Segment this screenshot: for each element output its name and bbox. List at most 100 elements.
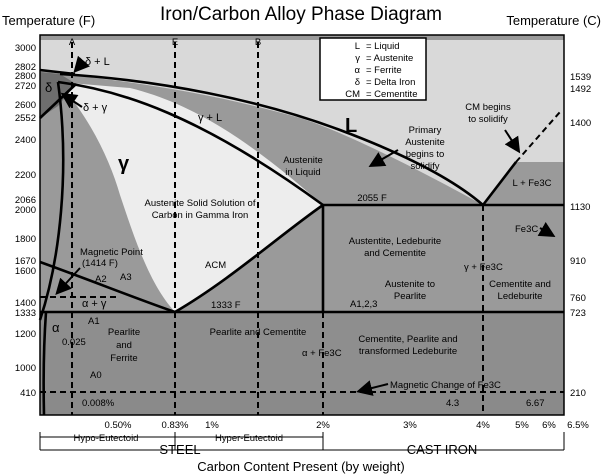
hypo-eutectoid-label: Hypo-Eutectoid (74, 433, 139, 444)
a0-label: A0 (90, 370, 102, 381)
fe3c-label: Fe3C (515, 224, 538, 235)
legend-text: = Ferrite (366, 65, 402, 76)
legend-text: = Austenite (366, 53, 413, 64)
x-tick: 3% (403, 420, 417, 431)
marker-b: B (255, 37, 261, 48)
below-magnetic-region (40, 392, 564, 415)
left-tick: 2066 (15, 195, 36, 206)
legend-symbol: L (355, 41, 360, 52)
left-tick: 2000 (15, 205, 36, 216)
legend: L = Liquid γ = Austenite α = Ferrite δ =… (319, 37, 427, 101)
austenite-solid-solution-line2: Carbon in Gamma Iron (152, 210, 249, 221)
left-ticks: 3000 2802 2800 2720 2600 2552 2400 2200 … (15, 43, 36, 399)
x-ticks: 0.50% 0.83% 1% 2% 3% 4% 5% 6% 6.5% (105, 420, 590, 431)
pearlite-ferrite-line3: Ferrite (110, 353, 137, 364)
legend-text: = Cementite (366, 89, 418, 100)
right-tick: 1492 (570, 84, 591, 95)
left-axis-title: Temperature (F) (2, 13, 95, 28)
region-liquid: L (345, 115, 357, 137)
acm-label: ACM (205, 260, 226, 271)
a2-label: A2 (95, 274, 107, 285)
left-tick: 3000 (15, 43, 36, 54)
liquid-region (40, 40, 564, 205)
austentite-ledeburite-line1: Austentite, Ledeburite (349, 236, 441, 247)
carbon-0025-label: 0.025 (62, 337, 86, 348)
marker-a: A (69, 37, 76, 48)
marker-e: E (172, 37, 178, 48)
austenite-to-pearlite-line1: Austenite to (385, 279, 435, 290)
left-tick: 1200 (15, 329, 36, 340)
left-tick: 2200 (15, 170, 36, 181)
region-alpha-gamma: α + γ (82, 298, 107, 310)
right-axis-title: Temperature (C) (506, 13, 601, 28)
pearlite-cementite-label: Pearlite and Cementite (210, 327, 307, 338)
legend-symbol: α (355, 65, 361, 76)
left-tick: 2800 (15, 71, 36, 82)
cementite-ledeburite-line2: Ledeburite (498, 291, 543, 302)
region-gamma: γ (118, 153, 130, 175)
a1-label: A1 (88, 316, 100, 327)
eutectic-temp-label: 2055 F (357, 193, 387, 204)
cementite-pearlite-line1: Cementite, Pearlite and (358, 334, 457, 345)
left-tick: 1670 (15, 256, 36, 267)
left-tick: 1333 (15, 308, 36, 319)
x-tick: 4% (476, 420, 490, 431)
x-tick: 0.83% (162, 420, 189, 431)
left-tick: 1400 (15, 298, 36, 309)
cementite-ledeburite-line1: Cementite and (489, 279, 551, 290)
pearlite-ferrite-line1: Pearlite (108, 327, 140, 338)
left-tick: 410 (20, 388, 36, 399)
lower-region (40, 312, 564, 392)
right-tick: 910 (570, 256, 586, 267)
temp-1333-label: 1333 F (211, 300, 241, 311)
carbon-667-label: 6.67 (526, 398, 545, 409)
x-tick: 6.5% (567, 420, 589, 431)
magnetic-point-line1: Magnetic Point (80, 247, 143, 258)
region-delta-gamma: δ + γ (83, 102, 108, 114)
region-delta: δ (45, 80, 52, 95)
austenite-in-liquid-line2: in Liquid (285, 167, 320, 178)
right-tick: 1400 (570, 118, 591, 129)
pearlite-ferrite-line2: and (116, 340, 132, 351)
left-tick: 1800 (15, 234, 36, 245)
region-delta-l: δ + L (85, 56, 110, 68)
region-alpha: α (52, 320, 60, 335)
legend-text: = Delta Iron (366, 77, 415, 88)
left-tick: 2400 (15, 135, 36, 146)
bottom-brackets (39, 432, 565, 451)
region-alpha-fe3c: α + Fe3C (302, 348, 342, 359)
austenite-to-pearlite-line2: Pearlite (394, 291, 426, 302)
carbon-0008-label: 0.008% (82, 398, 115, 409)
x-tick: 2% (316, 420, 330, 431)
left-tick: 2720 (15, 81, 36, 92)
austenite-solid-solution-line1: Austenite Solid Solution of (145, 198, 256, 209)
a123-label: A1,2,3 (350, 299, 377, 310)
left-tick: 1000 (15, 363, 36, 374)
austenite-in-liquid-line1: Austenite (283, 155, 323, 166)
legend-text: = Liquid (366, 41, 400, 52)
primary-austenite-line4: solidify (410, 161, 439, 172)
left-tick: 2552 (15, 113, 36, 124)
primary-austenite-line1: Primary (409, 125, 442, 136)
cm-begins-line1: CM begins (465, 102, 511, 113)
region-gamma-l: γ + L (198, 112, 222, 124)
hyper-eutectoid-label: Hyper-Eutectoid (215, 433, 283, 444)
a3-label: A3 (120, 272, 132, 283)
legend-symbol: γ (355, 53, 360, 64)
primary-austenite-line2: Austenite (405, 137, 445, 148)
austentite-ledeburite-line2: and Cementite (364, 248, 426, 259)
magnetic-change-label: Magnetic Change of Fe3C (390, 380, 501, 391)
carbon-43-label: 4.3 (446, 398, 459, 409)
right-tick: 723 (570, 308, 586, 319)
legend-symbol: CM (345, 89, 360, 100)
legend-symbol: δ (355, 77, 360, 88)
cementite-pearlite-line2: transformed Ledeburite (359, 346, 457, 357)
cm-begins-line2: to solidify (468, 114, 508, 125)
x-axis-title: Carbon Content Present (by weight) (197, 459, 404, 474)
magnetic-point-line2: (1414 F) (82, 258, 118, 269)
left-tick: 2802 (15, 62, 36, 73)
steel-label: STEEL (159, 442, 200, 457)
right-tick: 760 (570, 293, 586, 304)
region-gamma-fe3c: γ + Fe3C (464, 262, 503, 273)
